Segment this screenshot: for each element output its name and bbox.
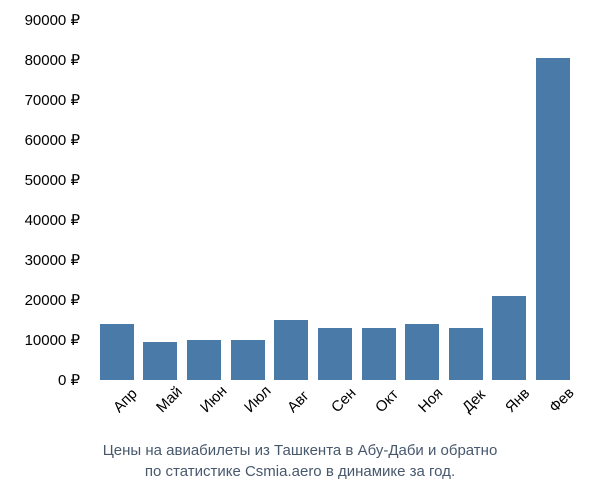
bar — [231, 340, 265, 380]
y-tick-label: 0 ₽ — [58, 371, 80, 389]
y-axis-labels: 0 ₽10000 ₽20000 ₽30000 ₽40000 ₽50000 ₽60… — [0, 20, 85, 380]
bars-group — [90, 20, 580, 380]
y-tick-label: 10000 ₽ — [25, 331, 80, 349]
y-tick-label: 90000 ₽ — [25, 11, 80, 29]
bar — [449, 328, 483, 380]
bar — [536, 58, 570, 380]
chart-caption: Цены на авиабилеты из Ташкента в Абу-Даб… — [0, 440, 600, 482]
y-tick-label: 80000 ₽ — [25, 51, 80, 69]
y-tick-label: 50000 ₽ — [25, 171, 80, 189]
x-axis-labels: АпрМайИюнИюлАвгСенОктНояДекЯнвФев — [90, 382, 580, 432]
x-tick-label: Фев — [546, 380, 600, 439]
bar — [100, 324, 134, 380]
y-tick-label: 40000 ₽ — [25, 211, 80, 229]
y-tick-label: 60000 ₽ — [25, 131, 80, 149]
chart-container: 0 ₽ 10000 ₽ 20000 ₽ 30000 ₽ 40000 ₽ 50000 ₽ 60… — [0, 0, 600, 500]
bar — [492, 296, 526, 380]
bar — [187, 340, 221, 380]
bar — [405, 324, 439, 380]
caption-line-1: Цены на авиабилеты из Ташкента в Абу-Даб… — [0, 440, 600, 461]
bar — [274, 320, 308, 380]
bar — [318, 328, 352, 380]
bar — [143, 342, 177, 380]
y-tick-label: 20000 ₽ — [25, 291, 80, 309]
bar — [362, 328, 396, 380]
plot-area — [90, 20, 580, 380]
y-tick-label: 30000 ₽ — [25, 251, 80, 269]
y-tick-label: 70000 ₽ — [25, 91, 80, 109]
caption-line-2: по статистике Csmia.aero в динамике за г… — [0, 461, 600, 482]
